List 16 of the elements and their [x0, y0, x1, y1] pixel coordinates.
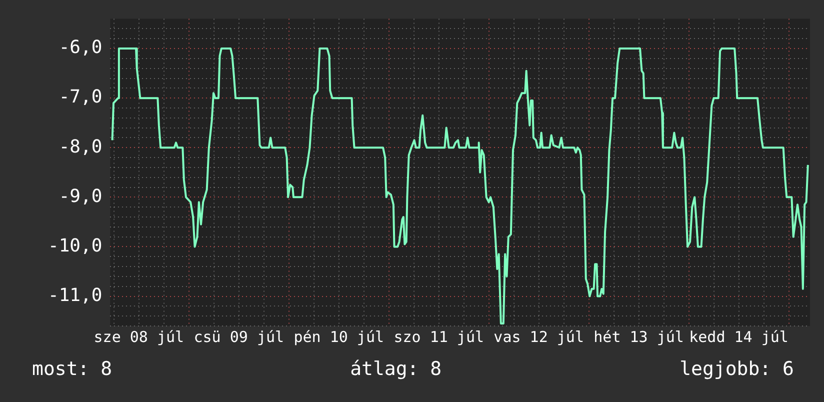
x-tick-label: hét 13 júl: [594, 328, 684, 346]
y-tick-label: -7,0: [58, 86, 102, 108]
x-tick-label: szo 11 júl: [394, 328, 484, 346]
y-tick-label: -9,0: [58, 186, 102, 207]
x-tick-label: pén 10 júl: [294, 328, 384, 346]
y-tick-label: -11,0: [48, 284, 102, 306]
y-tick-label: -10,0: [48, 235, 102, 256]
y-tick-label: -6,0: [58, 37, 102, 58]
x-tick-label: csü 09 júl: [194, 328, 284, 346]
x-tick-label: kedd 14 júl: [689, 328, 788, 346]
text: most: 8: [32, 358, 112, 380]
y-tick-label: -8,0: [58, 136, 102, 158]
text: átlag: 8: [350, 358, 442, 380]
x-tick-label: sze 08 júl: [94, 328, 184, 346]
text: legjobb: 6: [680, 358, 794, 380]
x-tick-label: vas 12 júl: [494, 328, 584, 346]
